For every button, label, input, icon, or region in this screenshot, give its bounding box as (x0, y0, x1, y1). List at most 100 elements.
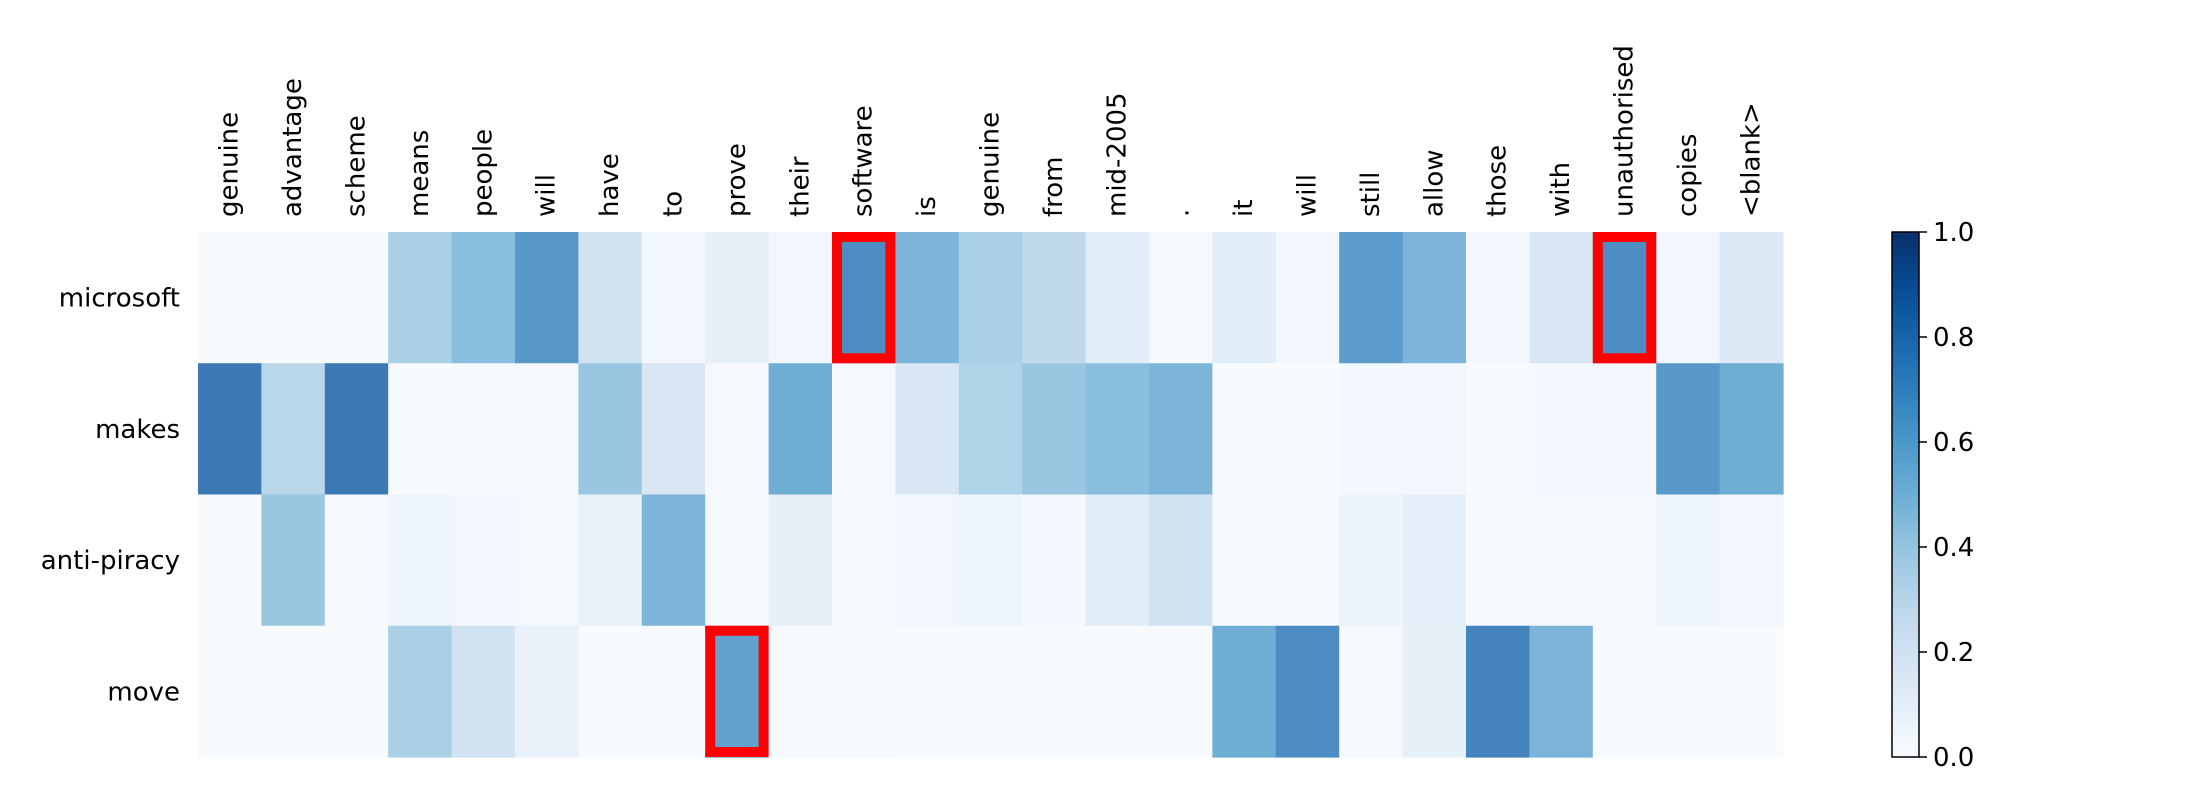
heatmap-cell (261, 232, 326, 364)
heatmap-cell (1022, 232, 1087, 364)
heatmap-cell (324, 232, 389, 364)
x-tick-label: copies (1673, 134, 1703, 217)
heatmap-cell (451, 363, 516, 496)
heatmap-cell (1656, 494, 1721, 627)
colorbar-gradient (1891, 231, 1920, 758)
heatmap-cell (388, 625, 453, 758)
heatmap-cell (198, 363, 262, 496)
heatmap-cell (1466, 363, 1530, 496)
heatmap-cell (705, 625, 770, 758)
heatmap-cell (578, 494, 643, 627)
x-tick-label: those (1483, 145, 1513, 217)
heatmap-cell (261, 494, 326, 627)
heatmap-cell (198, 232, 262, 364)
heatmap-cell (1529, 363, 1594, 496)
heatmap-cell (641, 625, 706, 758)
x-tick-label: to (659, 191, 689, 217)
heatmap-cell (388, 232, 453, 364)
colorbar: 0.0 0.2 0.4 0.6 0.8 1.0 (1891, 218, 1974, 773)
heatmap-cell (578, 625, 643, 758)
heatmap-cell (1529, 232, 1594, 364)
heatmap-cell (958, 494, 1023, 627)
heatmap-cell (895, 494, 960, 627)
heatmap-cell (515, 494, 579, 627)
heatmap-cell (1022, 363, 1087, 496)
x-tick-label: is (912, 196, 942, 217)
heatmap-cell (1466, 625, 1530, 758)
heatmap-cell (1085, 494, 1150, 627)
highlight-box (705, 625, 769, 757)
heatmap-cell (1656, 625, 1721, 758)
heatmap-cell (1212, 494, 1277, 627)
heatmap-cell (1466, 494, 1530, 627)
x-tick-label: genuine (215, 112, 245, 217)
heatmap-cell (832, 232, 896, 364)
x-tick-label: have (595, 153, 625, 217)
heatmap-cell (198, 625, 262, 758)
heatmap-cell (768, 625, 833, 758)
heatmap-cell (451, 494, 516, 627)
heatmap-cell (1149, 232, 1213, 364)
heatmap-cell (895, 625, 960, 758)
heatmap-cell (641, 232, 706, 364)
heatmap-cell (1402, 494, 1467, 627)
heatmap-cell (1402, 625, 1467, 758)
x-tick-label: people (468, 129, 498, 217)
x-tick-label: prove (722, 143, 752, 217)
heatmap-cell (1339, 363, 1404, 496)
highlight-box (1592, 232, 1657, 364)
heatmap-cell (1212, 363, 1277, 496)
heatmap-cell (958, 232, 1023, 364)
heatmap-cell (1149, 625, 1213, 758)
x-tick-label: advantage (278, 78, 308, 217)
heatmap-cell (1149, 363, 1213, 496)
colorbar-tick-label: 0.2 (1933, 638, 1974, 668)
heatmap-cell (388, 494, 453, 627)
highlight-box (832, 232, 896, 364)
heatmap-cell (1275, 232, 1340, 364)
x-tick-label: <blank> (1736, 102, 1766, 217)
heatmap-cell (705, 363, 770, 496)
heatmap-cell (1466, 232, 1530, 364)
heatmap-cell (1085, 232, 1150, 364)
heatmap-cell (1022, 625, 1087, 758)
heatmap-cell (958, 625, 1023, 758)
heatmap-cell (1022, 494, 1087, 627)
heatmap-cell (1656, 363, 1721, 496)
y-axis-labels: microsoft makes anti-piracy move (41, 284, 180, 708)
heatmap-cell (1339, 494, 1404, 627)
colorbar-tick-label: 0.0 (1933, 743, 1974, 773)
heatmap-cell (198, 494, 262, 627)
colorbar-tick-label: 0.8 (1933, 323, 1974, 353)
heatmap-cell (1339, 625, 1404, 758)
heatmap-cell (1592, 625, 1657, 758)
x-axis-labels: genuine advantage scheme means people will hav… (215, 45, 1767, 217)
heatmap-cell (451, 232, 516, 364)
highlight-boxes (705, 232, 1657, 757)
heatmap-cell (451, 625, 516, 758)
heatmap-cell (1212, 625, 1277, 758)
x-tick-label: . (1166, 209, 1196, 217)
x-tick-label: genuine (976, 112, 1006, 217)
heatmap-cell (1529, 625, 1594, 758)
x-tick-label: software (849, 105, 879, 217)
heatmap-cell (261, 363, 326, 496)
heatmap-cell (1592, 363, 1657, 496)
x-tick-label: their (785, 156, 815, 217)
heatmap-cell (832, 363, 896, 496)
heatmap-cell (705, 232, 770, 364)
heatmap-cell (324, 363, 389, 496)
heatmap-cell (1402, 232, 1467, 364)
x-tick-label: from (1039, 156, 1069, 217)
heatmap-cell (958, 363, 1023, 496)
heatmap-cell (1085, 363, 1150, 496)
x-tick-label: still (1356, 172, 1386, 217)
heatmap-cell (515, 232, 579, 364)
heatmap-cells (198, 232, 1784, 758)
heatmap-cell (832, 625, 896, 758)
heatmap-cell (1402, 363, 1467, 496)
heatmap-cell (768, 494, 833, 627)
heatmap-cell (1085, 625, 1150, 758)
heatmap-cell (388, 363, 453, 496)
heatmap-cell (515, 625, 579, 758)
